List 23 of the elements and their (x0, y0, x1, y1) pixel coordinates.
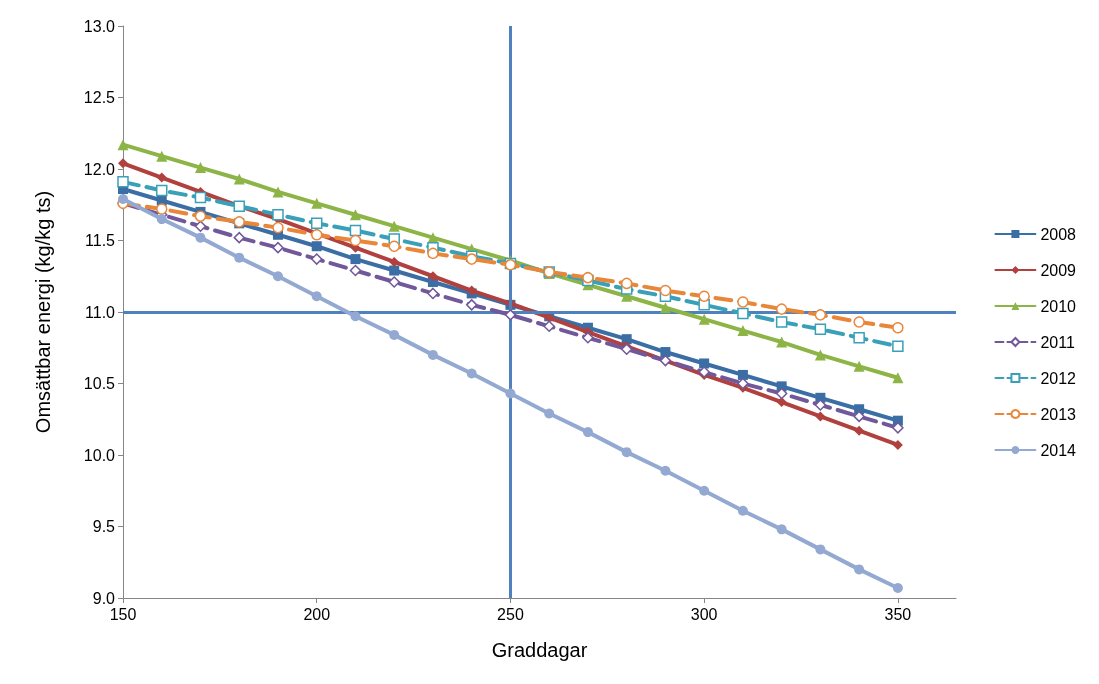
y-tick-label: 11.0 (85, 303, 116, 321)
y-tick-label: 10.0 (83, 446, 116, 464)
x-tick-label: 150 (109, 605, 137, 623)
legend-label: 2010 (1040, 297, 1077, 315)
legend-label: 2013 (1040, 405, 1077, 423)
x-tick-label: 300 (690, 605, 718, 623)
legend-label: 2014 (1040, 441, 1077, 459)
x-tick-label: 250 (497, 605, 524, 623)
legend-label: 2009 (1040, 261, 1077, 279)
legend-label: 2008 (1040, 225, 1077, 243)
y-tick-label: 12.5 (83, 89, 116, 106)
y-axis-title: Omsättbar energi (kg/kg ts) (32, 190, 54, 434)
y-tick-label: 9.0 (92, 589, 116, 607)
legend-label: 2011 (1040, 333, 1075, 351)
y-tick-label: 9.5 (92, 518, 116, 535)
x-axis-title: Graddagar (491, 639, 588, 661)
y-tick-label: 11.5 (85, 232, 116, 249)
y-tick-label: 13.0 (83, 17, 116, 35)
y-tick-label: 12.0 (83, 160, 116, 178)
x-tick-label: 350 (884, 605, 912, 623)
y-tick-label: 10.5 (83, 375, 116, 392)
legend-label: 2012 (1040, 369, 1077, 387)
x-tick-label: 200 (303, 605, 331, 623)
